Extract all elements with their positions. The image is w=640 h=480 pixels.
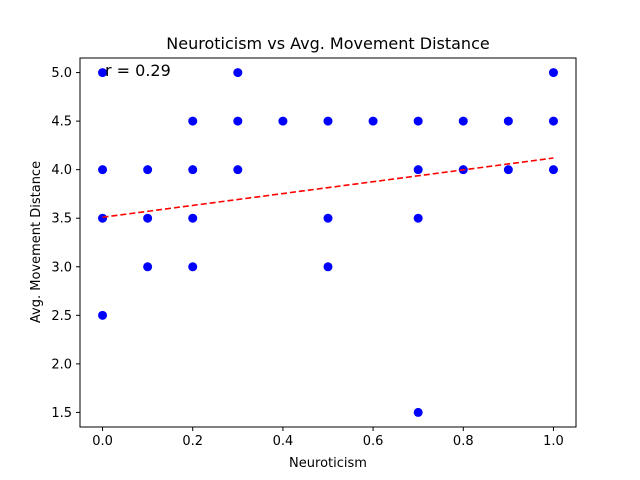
x-tick-label: 0.8: [453, 434, 474, 449]
data-point: [98, 213, 108, 223]
data-point: [233, 116, 243, 126]
plot-area: [79, 57, 577, 428]
x-axis-ticks: 0.0 0.2 0.4 0.6 0.8 1.0: [92, 427, 564, 449]
data-point: [548, 68, 558, 78]
plot-frame: [79, 57, 577, 428]
data-point: [413, 165, 423, 175]
data-points: [98, 68, 558, 417]
data-point: [413, 407, 423, 417]
data-point: [413, 213, 423, 223]
y-axis-ticks: 1.5 2.0 2.5 3.0 3.5 4.0 4.5 5.0: [51, 66, 80, 421]
data-point: [278, 116, 288, 126]
x-tick-label: 0.2: [182, 434, 203, 449]
x-tick-label: 0.6: [363, 434, 384, 449]
data-point: [188, 116, 198, 126]
chart-title: Neuroticism vs Avg. Movement Distance: [166, 34, 489, 53]
data-point: [143, 213, 153, 223]
data-point: [503, 116, 513, 126]
data-point: [98, 165, 108, 175]
data-point: [233, 165, 243, 175]
x-tick-label: 1.0: [543, 434, 564, 449]
data-point: [98, 68, 108, 78]
data-point: [323, 116, 333, 126]
y-tick-label: 1.5: [51, 406, 72, 421]
y-tick-label: 2.5: [51, 309, 72, 324]
data-point: [548, 116, 558, 126]
data-point: [188, 213, 198, 223]
y-tick-label: 4.0: [51, 163, 72, 178]
data-point: [233, 68, 243, 78]
data-point: [458, 116, 468, 126]
y-tick-label: 3.5: [51, 212, 72, 227]
data-point: [503, 165, 513, 175]
trend-line: [102, 157, 554, 219]
data-point: [323, 262, 333, 272]
data-point: [188, 165, 198, 175]
y-tick-label: 4.5: [51, 115, 72, 130]
data-point: [98, 310, 108, 320]
y-tick-label: 3.0: [51, 260, 72, 275]
x-axis-label: Neuroticism: [289, 456, 367, 471]
data-point: [188, 262, 198, 272]
data-point: [413, 116, 423, 126]
data-point: [548, 165, 558, 175]
correlation-annotation: r = 0.29: [105, 61, 171, 80]
data-point: [143, 262, 153, 272]
data-point: [368, 116, 378, 126]
data-point: [323, 213, 333, 223]
y-tick-label: 2.0: [51, 357, 72, 372]
y-tick-label: 5.0: [51, 66, 72, 81]
y-axis-label: Avg. Movement Distance: [29, 161, 44, 323]
x-tick-label: 0.4: [273, 434, 294, 449]
data-point: [143, 165, 153, 175]
x-tick-label: 0.0: [92, 434, 113, 449]
